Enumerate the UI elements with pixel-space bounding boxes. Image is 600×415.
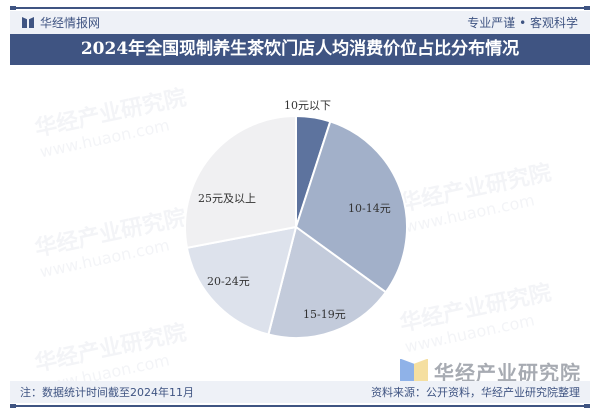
chart-title: 2024年全国现制养生茶饮门店人均消费价位占比分布情况 [10, 34, 590, 65]
bottom-divider-line [10, 404, 590, 408]
book-logo-icon [22, 17, 34, 28]
footnote: 注：数据统计时间截至2024年11月 [20, 386, 194, 399]
brand-name: 华经情报网 [40, 16, 101, 30]
pie-slice [267, 225, 388, 339]
slogan: 专业严谨 • 客观科学 [467, 16, 578, 30]
data-source: 资料来源：公开资料，华经产业研究院整理 [371, 386, 580, 399]
slice-label-15-19: 15-19元 [303, 308, 346, 321]
pie-chart: 10元以下 10-14元 15-19元 20-24元 25元及以上 [0, 65, 600, 381]
pie-slice [185, 225, 298, 336]
pie-chart-svg [184, 114, 408, 339]
footer-bar: 注：数据统计时间截至2024年11月 资料来源：公开资料，华经产业研究院整理 [10, 381, 590, 403]
slice-label-25-plus: 25元及以上 [198, 192, 256, 205]
slice-label-under-10: 10元以下 [284, 99, 331, 112]
slice-label-20-24: 20-24元 [207, 275, 250, 288]
brand: 华经情报网 [22, 14, 100, 31]
header-bar: 华经情报网 专业严谨 • 客观科学 [10, 11, 590, 34]
slice-label-10-14: 10-14元 [348, 202, 391, 215]
top-divider-line [10, 6, 590, 10]
pie-slice [184, 114, 297, 249]
pie-slice [294, 120, 408, 294]
